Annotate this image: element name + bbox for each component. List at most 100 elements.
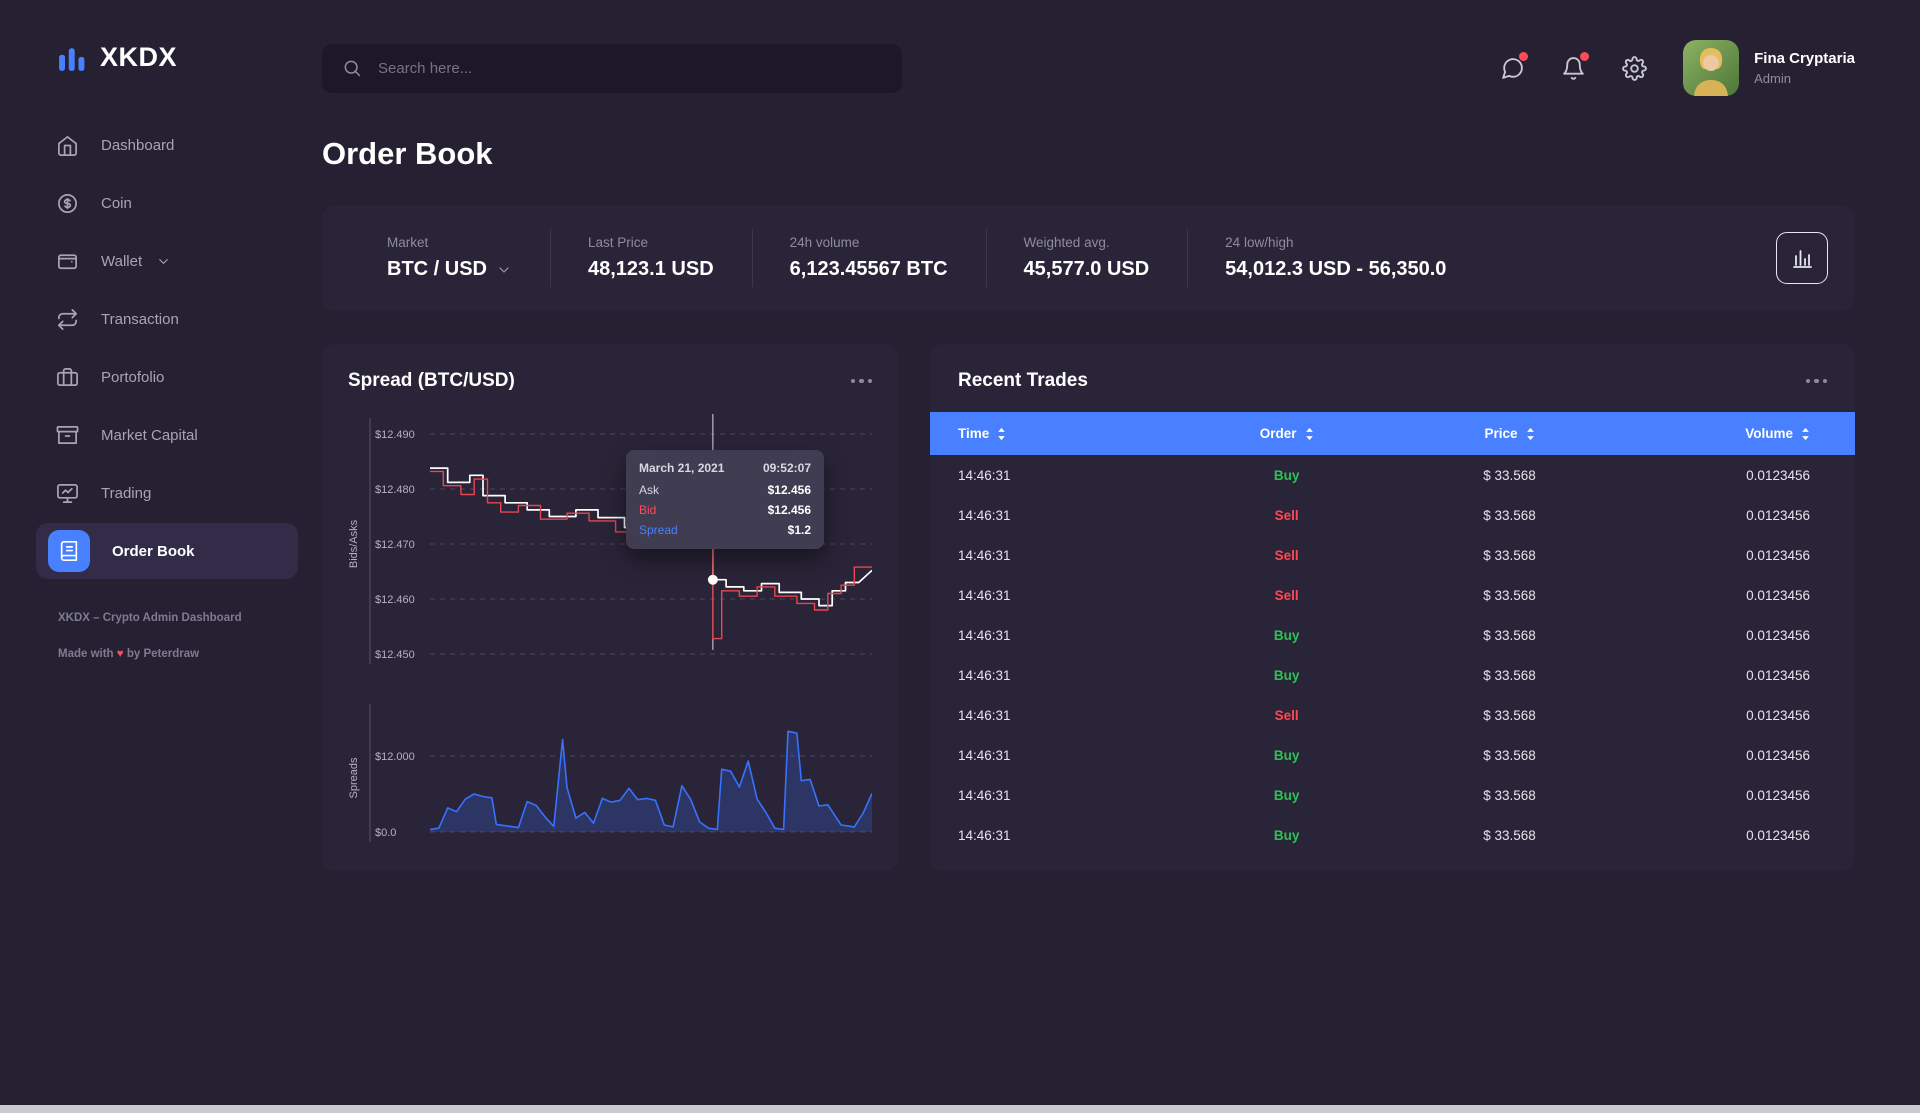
topbar-actions: Fina Cryptaria Admin <box>1500 40 1855 96</box>
trade-time: 14:46:31 <box>958 827 1011 843</box>
sidebar-item-label: Transaction <box>101 310 179 328</box>
trade-volume: 0.0123456 <box>1746 587 1810 603</box>
trade-time: 14:46:31 <box>958 627 1011 643</box>
sidebar-item[interactable]: Dashboard <box>36 117 298 173</box>
trades-table-body: 14:46:31 Buy $ 33.568 0.0123456 14:46:31… <box>930 455 1855 855</box>
user-meta: Fina Cryptaria Admin <box>1754 50 1855 86</box>
market-select-chevron[interactable] <box>496 262 512 278</box>
sort-icon <box>1305 427 1314 441</box>
notification-dot <box>1580 51 1590 61</box>
trade-order: Buy <box>1273 667 1300 683</box>
trade-time: 14:46:31 <box>958 507 1011 523</box>
trades-table-header: Time Order <box>930 412 1855 455</box>
tooltip-time: 09:52:07 <box>762 461 811 475</box>
trade-price: $ 33.568 <box>1483 627 1536 643</box>
sidebar-item-label: Coin <box>101 194 132 212</box>
spreads-chart-svg: $12.000 $0.0 Spreads <box>348 704 872 842</box>
trade-order: Buy <box>1273 827 1300 843</box>
column-sort-button[interactable]: Volume <box>1621 412 1855 455</box>
svg-text:$12.470: $12.470 <box>375 539 415 551</box>
column-sort-button[interactable]: Order <box>1175 412 1398 455</box>
trade-row: 14:46:31 Buy $ 33.568 0.0123456 <box>930 815 1855 855</box>
stats-bar: Market BTC / USD Last Price 48,123.1 USD <box>322 205 1855 311</box>
user-avatar <box>1683 40 1740 96</box>
column-sort-button[interactable]: Price <box>1398 412 1621 455</box>
recent-trades-card: Recent Trades Time Order <box>930 344 1855 871</box>
logo[interactable]: XKDX <box>0 0 322 73</box>
main-content: Fina Cryptaria Admin Order Book Market B… <box>322 0 1855 871</box>
column-sort-button[interactable]: Time <box>930 412 1175 455</box>
sidebar-item[interactable]: Market Capital <box>36 407 298 463</box>
tooltip-row: Ask $12.456 <box>639 483 811 497</box>
trade-row: 14:46:31 Sell $ 33.568 0.0123456 <box>930 535 1855 575</box>
bidsasks-chart: $12.490 $12.480 $12.470 $12.460 $12.450 Bids/… <box>348 410 872 680</box>
coin-icon <box>56 192 79 215</box>
portfolio-icon <box>56 366 79 389</box>
trade-time: 14:46:31 <box>958 747 1011 763</box>
stats-items: Market BTC / USD Last Price 48,123.1 USD <box>349 205 1484 311</box>
sidebar-item-label: Order Book <box>112 542 195 560</box>
trading-icon <box>56 482 79 505</box>
tooltip-row-label: Bid <box>639 503 657 517</box>
column-label: Order <box>1259 426 1297 441</box>
search-input[interactable] <box>376 42 902 94</box>
trade-volume: 0.0123456 <box>1746 747 1810 763</box>
sidebar-item[interactable]: Wallet <box>36 233 298 289</box>
card-menu-button[interactable] <box>1805 375 1827 388</box>
sidebar-footer: XKDX – Crypto Admin Dashboard Made with … <box>58 612 286 660</box>
trades-card-title: Recent Trades <box>958 370 1088 391</box>
chart-view-button[interactable] <box>1776 232 1828 284</box>
stat-label: Weighted avg. <box>1023 235 1110 250</box>
trade-volume: 0.0123456 <box>1746 467 1810 483</box>
topbar: Fina Cryptaria Admin <box>322 0 1855 96</box>
chat-icon <box>1500 56 1525 81</box>
tooltip-row: Bid $12.456 <box>639 503 811 517</box>
trade-volume: 0.0123456 <box>1746 787 1810 803</box>
orderbook-icon <box>48 530 90 572</box>
trade-row: 14:46:31 Buy $ 33.568 0.0123456 <box>930 615 1855 655</box>
trade-order: Sell <box>1274 707 1299 723</box>
sidebar-item[interactable]: Coin <box>36 175 298 231</box>
horizontal-scrollbar[interactable] <box>0 1105 1920 1113</box>
page-title: Order Book <box>322 136 493 171</box>
trade-time: 14:46:31 <box>958 667 1011 683</box>
svg-text:$12.460: $12.460 <box>375 594 415 606</box>
search-icon <box>342 58 362 78</box>
chat-button[interactable] <box>1500 51 1529 81</box>
tooltip-header: March 21, 2021 09:52:07 <box>639 461 811 475</box>
sidebar-item[interactable]: Transaction <box>36 291 298 347</box>
stat-value: 6,123.45567 BTC <box>790 258 948 281</box>
trade-price: $ 33.568 <box>1483 587 1536 603</box>
settings-button[interactable] <box>1622 55 1647 81</box>
trade-price: $ 33.568 <box>1483 787 1536 803</box>
stat-value: 48,123.1 USD <box>588 258 714 281</box>
notifications-button[interactable] <box>1561 51 1590 81</box>
trade-row: 14:46:31 Sell $ 33.568 0.0123456 <box>930 495 1855 535</box>
chevron-down-icon <box>156 254 171 269</box>
trade-time: 14:46:31 <box>958 707 1011 723</box>
trade-row: 14:46:31 Sell $ 33.568 0.0123456 <box>930 575 1855 615</box>
sidebar-item[interactable]: Trading <box>36 465 298 521</box>
card-menu-button[interactable] <box>850 375 872 388</box>
sidebar: XKDX Dashboard Coin Wallet <box>0 0 322 1113</box>
home-icon <box>56 134 79 157</box>
sidebar-item[interactable]: Portofolio <box>36 349 298 405</box>
stat-item: Market BTC / USD <box>349 235 550 281</box>
trade-order: Sell <box>1274 507 1299 523</box>
trade-price: $ 33.568 <box>1483 467 1536 483</box>
stat-value: BTC / USD <box>387 258 512 281</box>
sidebar-footer-title: XKDX – Crypto Admin Dashboard <box>58 612 242 624</box>
trade-time: 14:46:31 <box>958 587 1011 603</box>
stat-item: Last Price 48,123.1 USD <box>550 235 752 281</box>
user-menu[interactable]: Fina Cryptaria Admin <box>1683 40 1855 96</box>
spread-card: Spread (BTC/USD) $12.490 $12.480 $12.470 $1… <box>322 344 898 871</box>
stat-value-text: 45,577.0 USD <box>1023 258 1150 280</box>
stat-label: 24 low/high <box>1225 235 1294 250</box>
trade-price: $ 33.568 <box>1483 707 1536 723</box>
logo-text: XKDX <box>100 42 178 72</box>
sidebar-item[interactable]: Order Book <box>36 523 298 579</box>
stat-value: 45,577.0 USD <box>1024 258 1150 281</box>
heart-icon: ♥ <box>116 648 124 660</box>
tooltip-row-label: Spread <box>639 523 678 537</box>
trade-volume: 0.0123456 <box>1746 507 1810 523</box>
